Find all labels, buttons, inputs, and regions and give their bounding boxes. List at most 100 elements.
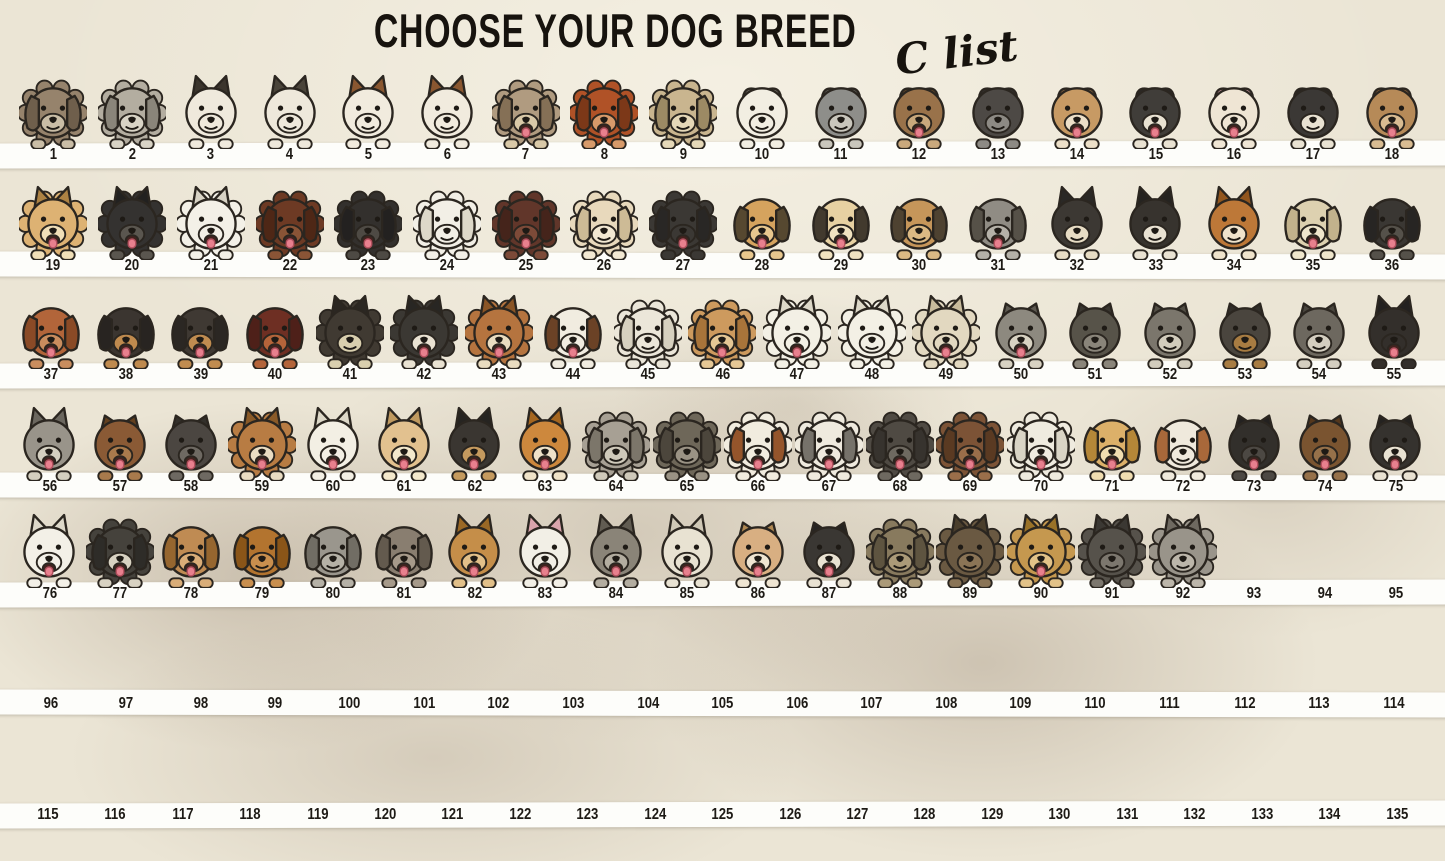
breed-slot-51[interactable]: 51 (1058, 280, 1133, 387)
breed-slot-2[interactable]: 2 (93, 60, 172, 167)
breed-slot-7[interactable]: 7 (486, 60, 565, 167)
breed-slot-115[interactable]: 115 (14, 720, 81, 827)
breed-slot-113[interactable]: 113 (1282, 609, 1357, 716)
breed-slot-104[interactable]: 104 (611, 609, 686, 716)
breed-slot-125[interactable]: 125 (689, 720, 756, 827)
breed-slot-54[interactable]: 54 (1282, 280, 1357, 387)
breed-slot-105[interactable]: 105 (685, 609, 760, 716)
breed-slot-9[interactable]: 9 (644, 60, 723, 167)
breed-slot-27[interactable]: 27 (644, 171, 723, 278)
breed-slot-77[interactable]: 77 (85, 499, 156, 606)
breed-slot-76[interactable]: 76 (14, 499, 85, 606)
breed-slot-127[interactable]: 127 (824, 720, 891, 827)
breed-slot-123[interactable]: 123 (554, 720, 621, 827)
breed-slot-43[interactable]: 43 (461, 280, 536, 387)
breed-slot-111[interactable]: 111 (1133, 609, 1208, 716)
breed-slot-23[interactable]: 23 (329, 171, 408, 278)
breed-slot-116[interactable]: 116 (81, 720, 148, 827)
breed-slot-22[interactable]: 22 (250, 171, 329, 278)
breed-slot-98[interactable]: 98 (163, 609, 238, 716)
breed-slot-37[interactable]: 37 (14, 280, 89, 387)
breed-slot-102[interactable]: 102 (461, 609, 536, 716)
breed-slot-59[interactable]: 59 (227, 392, 298, 499)
breed-slot-4[interactable]: 4 (250, 60, 329, 167)
breed-slot-90[interactable]: 90 (1006, 499, 1077, 606)
breed-slot-38[interactable]: 38 (89, 280, 164, 387)
breed-slot-29[interactable]: 29 (801, 171, 880, 278)
breed-slot-124[interactable]: 124 (621, 720, 688, 827)
breed-slot-32[interactable]: 32 (1037, 171, 1116, 278)
breed-slot-103[interactable]: 103 (536, 609, 611, 716)
breed-slot-72[interactable]: 72 (1148, 392, 1219, 499)
breed-slot-86[interactable]: 86 (722, 499, 793, 606)
breed-slot-120[interactable]: 120 (351, 720, 418, 827)
breed-slot-92[interactable]: 92 (1148, 499, 1219, 606)
breed-slot-93[interactable]: 93 (1218, 499, 1289, 606)
breed-slot-131[interactable]: 131 (1094, 720, 1161, 827)
breed-slot-56[interactable]: 56 (14, 392, 85, 499)
breed-slot-80[interactable]: 80 (297, 499, 368, 606)
breed-slot-6[interactable]: 6 (408, 60, 487, 167)
breed-slot-130[interactable]: 130 (1026, 720, 1093, 827)
breed-slot-67[interactable]: 67 (793, 392, 864, 499)
breed-slot-135[interactable]: 135 (1363, 720, 1430, 827)
breed-slot-62[interactable]: 62 (439, 392, 510, 499)
breed-slot-85[interactable]: 85 (652, 499, 723, 606)
breed-slot-71[interactable]: 71 (1077, 392, 1148, 499)
breed-slot-52[interactable]: 52 (1133, 280, 1208, 387)
breed-slot-79[interactable]: 79 (227, 499, 298, 606)
breed-slot-57[interactable]: 57 (85, 392, 156, 499)
breed-slot-48[interactable]: 48 (834, 280, 909, 387)
breed-slot-75[interactable]: 75 (1360, 392, 1431, 499)
breed-slot-34[interactable]: 34 (1195, 171, 1274, 278)
breed-slot-46[interactable]: 46 (685, 280, 760, 387)
breed-slot-50[interactable]: 50 (984, 280, 1059, 387)
breed-slot-31[interactable]: 31 (959, 171, 1038, 278)
breed-slot-61[interactable]: 61 (368, 392, 439, 499)
breed-slot-58[interactable]: 58 (156, 392, 227, 499)
breed-slot-14[interactable]: 14 (1037, 60, 1116, 167)
breed-slot-16[interactable]: 16 (1195, 60, 1274, 167)
breed-slot-47[interactable]: 47 (760, 280, 835, 387)
breed-slot-126[interactable]: 126 (756, 720, 823, 827)
breed-slot-100[interactable]: 100 (312, 609, 387, 716)
breed-slot-17[interactable]: 17 (1274, 60, 1353, 167)
breed-slot-3[interactable]: 3 (171, 60, 250, 167)
breed-slot-114[interactable]: 114 (1356, 609, 1431, 716)
breed-slot-18[interactable]: 18 (1352, 60, 1431, 167)
breed-slot-53[interactable]: 53 (1207, 280, 1282, 387)
breed-slot-11[interactable]: 11 (801, 60, 880, 167)
breed-slot-108[interactable]: 108 (909, 609, 984, 716)
breed-slot-12[interactable]: 12 (880, 60, 959, 167)
breed-slot-10[interactable]: 10 (722, 60, 801, 167)
breed-slot-36[interactable]: 36 (1352, 171, 1431, 278)
breed-slot-74[interactable]: 74 (1289, 392, 1360, 499)
breed-slot-128[interactable]: 128 (891, 720, 958, 827)
breed-slot-122[interactable]: 122 (486, 720, 553, 827)
breed-slot-107[interactable]: 107 (834, 609, 909, 716)
breed-slot-82[interactable]: 82 (439, 499, 510, 606)
breed-slot-69[interactable]: 69 (935, 392, 1006, 499)
breed-slot-132[interactable]: 132 (1161, 720, 1228, 827)
breed-slot-121[interactable]: 121 (419, 720, 486, 827)
breed-slot-119[interactable]: 119 (284, 720, 351, 827)
breed-slot-109[interactable]: 109 (984, 609, 1059, 716)
breed-slot-33[interactable]: 33 (1116, 171, 1195, 278)
breed-slot-40[interactable]: 40 (238, 280, 313, 387)
breed-slot-26[interactable]: 26 (565, 171, 644, 278)
breed-slot-106[interactable]: 106 (760, 609, 835, 716)
breed-slot-24[interactable]: 24 (408, 171, 487, 278)
breed-slot-20[interactable]: 20 (93, 171, 172, 278)
breed-slot-28[interactable]: 28 (722, 171, 801, 278)
breed-slot-99[interactable]: 99 (238, 609, 313, 716)
breed-slot-66[interactable]: 66 (722, 392, 793, 499)
breed-slot-19[interactable]: 19 (14, 171, 93, 278)
breed-slot-41[interactable]: 41 (312, 280, 387, 387)
breed-slot-65[interactable]: 65 (652, 392, 723, 499)
breed-slot-55[interactable]: 55 (1356, 280, 1431, 387)
breed-slot-96[interactable]: 96 (14, 609, 89, 716)
breed-slot-84[interactable]: 84 (581, 499, 652, 606)
breed-slot-39[interactable]: 39 (163, 280, 238, 387)
breed-slot-117[interactable]: 117 (149, 720, 216, 827)
breed-slot-64[interactable]: 64 (581, 392, 652, 499)
